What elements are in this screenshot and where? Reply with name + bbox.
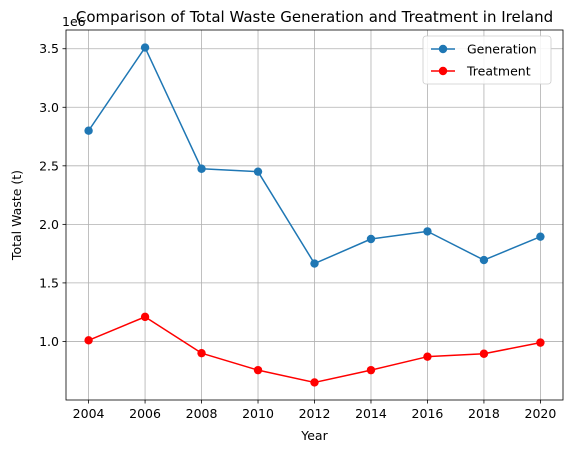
data-point-treatment: [197, 348, 206, 358]
legend-marker-treatment: [438, 66, 448, 76]
grid: [66, 30, 563, 400]
data-point-treatment: [366, 365, 376, 375]
y-offset-label: 1e6: [62, 14, 86, 29]
data-point-generation: [84, 126, 93, 135]
data-point-treatment: [479, 349, 489, 358]
x-tick-label: 2012: [299, 406, 331, 421]
y-tick-label: 3.5: [39, 41, 59, 56]
x-tick-label: 2020: [525, 406, 557, 421]
x-tick-label: 2010: [242, 406, 274, 421]
data-point-generation: [423, 227, 432, 236]
legend-label-treatment: Treatment: [466, 64, 531, 79]
legend-marker-generation: [438, 44, 448, 54]
data-point-generation: [366, 234, 376, 244]
data-point-treatment: [84, 336, 93, 345]
x-tick-label: 2006: [129, 406, 161, 421]
y-tick-label: 1.0: [39, 334, 59, 349]
data-point-generation: [536, 232, 545, 241]
data-point-treatment: [310, 378, 319, 387]
x-tick-label: 2018: [468, 406, 500, 421]
data-point-treatment: [423, 352, 432, 361]
x-tick-label: 2014: [355, 406, 387, 421]
y-tick-label: 2.0: [39, 217, 59, 232]
data-point-treatment: [536, 338, 545, 347]
x-tick-label: 2004: [73, 406, 105, 421]
data-point-generation: [140, 43, 150, 52]
y-tick-label: 3.0: [39, 100, 59, 115]
data-point-generation: [253, 167, 263, 176]
data-point-treatment: [140, 312, 150, 322]
x-tick-label: 2016: [412, 406, 444, 421]
y-axis-title: Total Waste (t): [9, 170, 24, 261]
chart-title: Comparison of Total Waste Generation and…: [76, 8, 553, 26]
x-axis-title: Year: [300, 428, 328, 443]
x-tick-label: 2008: [186, 406, 218, 421]
y-tick-label: 1.5: [39, 275, 59, 290]
legend-box: [422, 35, 552, 85]
legend-label-generation: Generation: [467, 42, 537, 57]
data-point-generation: [310, 259, 319, 268]
data-point-generation: [197, 164, 206, 173]
data-point-generation: [479, 255, 489, 265]
plot-series: [84, 43, 545, 387]
y-tick-label: 2.5: [39, 158, 59, 173]
legend: Generation Treatment: [422, 35, 552, 85]
data-point-treatment: [253, 365, 263, 375]
axis-ticks: 2004 2006 2008 2010 2012 2014 2016 2018 2020 1.0 1…: [39, 41, 556, 421]
